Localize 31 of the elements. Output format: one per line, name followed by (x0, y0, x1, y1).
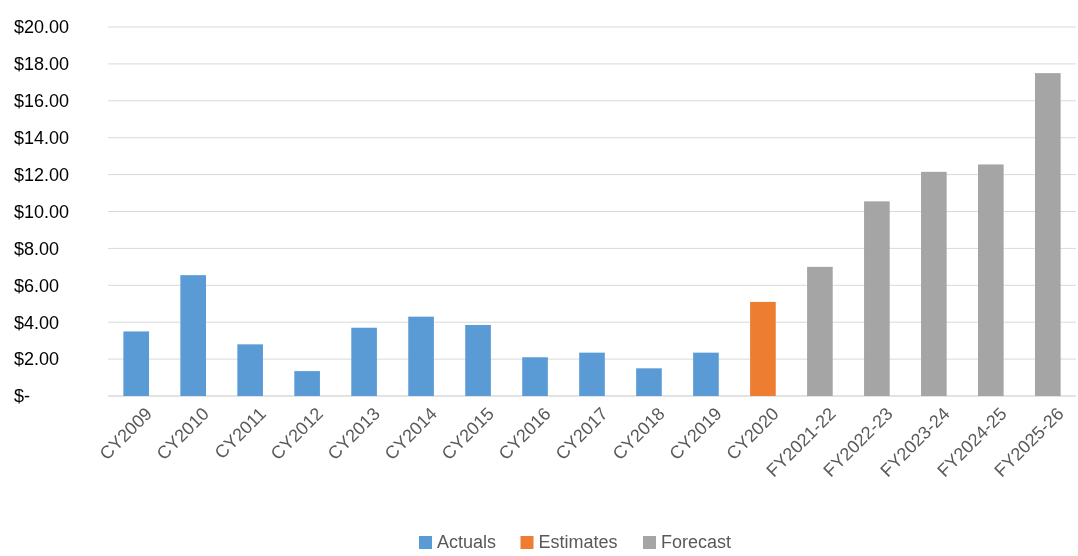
bar (807, 266, 833, 396)
y-tick-label: $20.00 (14, 17, 70, 38)
legend-label: Estimates (538, 532, 618, 552)
y-tick-label: $10.00 (14, 201, 70, 222)
y-tick-label: $8.00 (14, 238, 60, 259)
y-tick-label: $14.00 (14, 128, 70, 148)
y-tick-label: $16.00 (14, 91, 70, 112)
bar (1034, 73, 1061, 396)
bar (522, 357, 548, 396)
bar (921, 171, 947, 396)
bar (123, 331, 150, 396)
legend-label: Forecast (661, 532, 732, 552)
bar (294, 371, 320, 396)
bar (180, 275, 206, 396)
bar (750, 301, 776, 396)
legend-label: Actuals (437, 532, 497, 552)
y-tick-label: $6.00 (14, 275, 60, 296)
bar (465, 324, 491, 396)
y-tick-label: $4.00 (14, 312, 60, 333)
y-tick-label: $2.00 (14, 349, 60, 370)
y-tick-label: $12.00 (14, 164, 70, 185)
y-tick-label: $18.00 (14, 54, 70, 75)
bar (237, 344, 263, 396)
bar (693, 352, 719, 396)
bar (978, 164, 1004, 396)
bar (408, 316, 434, 396)
bar (864, 201, 890, 396)
bar (636, 368, 662, 396)
y-tick-label: $- (14, 386, 31, 407)
bar (351, 327, 377, 396)
bar (579, 352, 605, 396)
